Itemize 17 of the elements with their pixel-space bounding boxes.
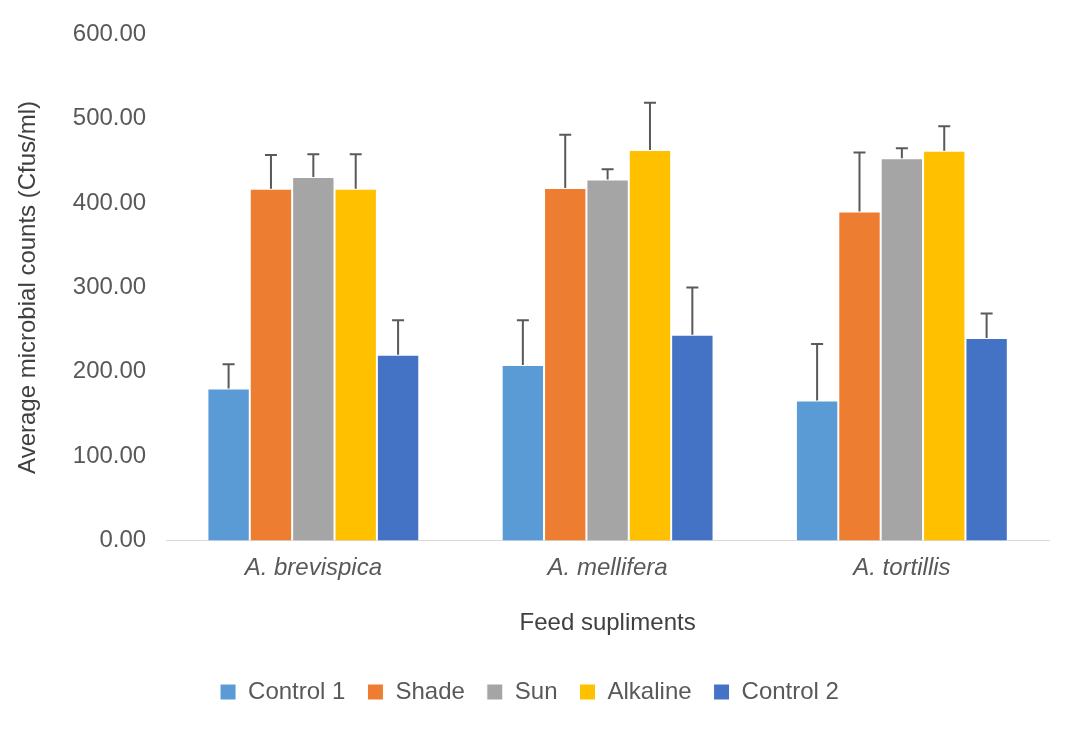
legend-label: Control 2: [741, 676, 839, 704]
y-tick-label: 200.00: [72, 356, 147, 384]
y-axis-title: Average microbial counts (Cfus/ml): [13, 100, 41, 474]
legend-label: Sun: [514, 676, 558, 704]
legend-label: Shade: [395, 676, 465, 704]
legend-label: Alkaline: [607, 676, 692, 704]
y-tick-label: 500.00: [72, 103, 147, 131]
y-tick-label: 300.00: [72, 272, 147, 300]
x-axis-title: Feed supliments: [519, 608, 696, 636]
legend-label: Control 1: [248, 676, 346, 704]
y-tick-label: 400.00: [72, 187, 147, 215]
y-tick-label: 0.00: [99, 525, 147, 553]
x-tick-label: A. tortillis: [851, 553, 951, 581]
y-tick-label: 100.00: [72, 440, 147, 468]
x-tick-label: A. mellifera: [545, 553, 668, 581]
x-tick-label: A. brevispica: [242, 553, 383, 581]
y-tick-label: 600.00: [72, 19, 147, 47]
